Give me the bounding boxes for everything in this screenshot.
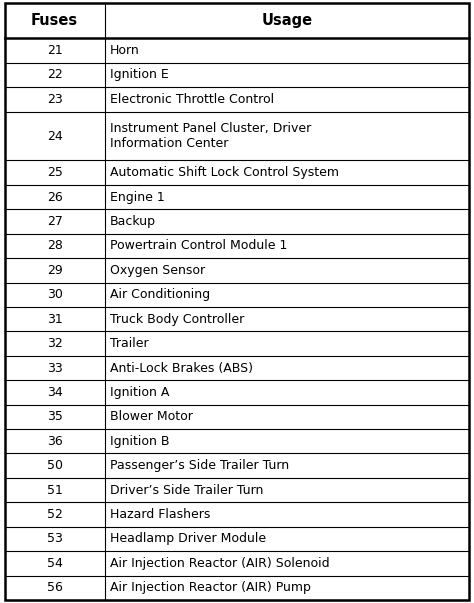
Text: Oxygen Sensor: Oxygen Sensor	[110, 264, 205, 277]
Text: Headlamp Driver Module: Headlamp Driver Module	[110, 532, 266, 546]
Text: Ignition E: Ignition E	[110, 69, 169, 81]
Text: 32: 32	[47, 337, 63, 350]
Text: Driver’s Side Trailer Turn: Driver’s Side Trailer Turn	[110, 484, 264, 497]
Text: 34: 34	[47, 386, 63, 399]
Text: 24: 24	[47, 130, 63, 142]
Text: Electronic Throttle Control: Electronic Throttle Control	[110, 93, 274, 106]
Text: 25: 25	[47, 166, 63, 179]
Text: 36: 36	[47, 435, 63, 448]
Text: Engine 1: Engine 1	[110, 191, 165, 204]
Text: 56: 56	[47, 581, 63, 595]
Text: 26: 26	[47, 191, 63, 204]
Text: Automatic Shift Lock Control System: Automatic Shift Lock Control System	[110, 166, 339, 179]
Text: 29: 29	[47, 264, 63, 277]
Text: Blower Motor: Blower Motor	[110, 411, 193, 423]
Text: 52: 52	[47, 508, 63, 521]
Text: Anti-Lock Brakes (ABS): Anti-Lock Brakes (ABS)	[110, 362, 253, 374]
Text: Backup: Backup	[110, 215, 156, 228]
Text: 31: 31	[47, 313, 63, 326]
Text: Instrument Panel Cluster, Driver
Information Center: Instrument Panel Cluster, Driver Informa…	[110, 122, 311, 150]
Text: 54: 54	[47, 557, 63, 570]
Text: Air Injection Reactor (AIR) Pump: Air Injection Reactor (AIR) Pump	[110, 581, 311, 595]
Text: 33: 33	[47, 362, 63, 374]
Text: Powertrain Control Module 1: Powertrain Control Module 1	[110, 239, 288, 253]
Text: Air Conditioning: Air Conditioning	[110, 288, 210, 302]
Text: 51: 51	[47, 484, 63, 497]
Text: 27: 27	[47, 215, 63, 228]
Text: Ignition B: Ignition B	[110, 435, 170, 448]
Text: 22: 22	[47, 69, 63, 81]
Text: Air Injection Reactor (AIR) Solenoid: Air Injection Reactor (AIR) Solenoid	[110, 557, 330, 570]
Text: Ignition A: Ignition A	[110, 386, 170, 399]
Text: 35: 35	[47, 411, 63, 423]
Text: 23: 23	[47, 93, 63, 106]
Text: 30: 30	[47, 288, 63, 302]
Text: 21: 21	[47, 44, 63, 57]
Text: Horn: Horn	[110, 44, 140, 57]
Text: Passenger’s Side Trailer Turn: Passenger’s Side Trailer Turn	[110, 459, 289, 472]
Text: 28: 28	[47, 239, 63, 253]
Text: 50: 50	[46, 459, 63, 472]
Text: Trailer: Trailer	[110, 337, 149, 350]
Text: 53: 53	[47, 532, 63, 546]
Text: Truck Body Controller: Truck Body Controller	[110, 313, 245, 326]
Text: Hazard Flashers: Hazard Flashers	[110, 508, 210, 521]
Text: Usage: Usage	[261, 13, 312, 28]
Text: Fuses: Fuses	[31, 13, 78, 28]
